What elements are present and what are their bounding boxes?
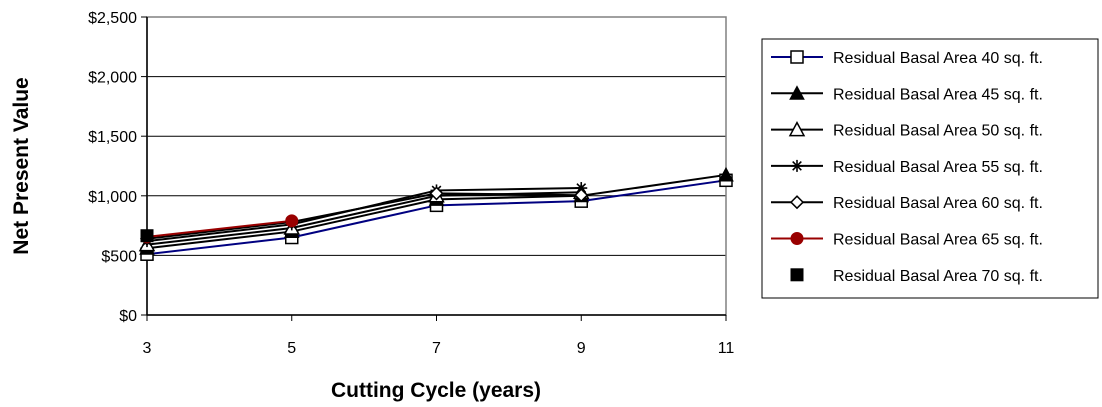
y-axis-title: Net Present Value [10,77,33,254]
plot-area-frame [146,16,727,316]
legend-marker [791,159,803,172]
legend-box [761,38,1099,299]
legend-item: Residual Basal Area 45 sq. ft. [771,85,1043,103]
legend-label: Residual Basal Area 50 sq. ft. [833,123,1043,140]
legend-item: Residual Basal Area 50 sq. ft. [771,121,1043,140]
grid-lines [147,76,726,256]
series-line-5 [146,192,582,240]
y-tick-label: $2,000 [88,70,137,87]
x-tick-label: 9 [577,340,586,357]
x-tick-label: 3 [143,340,152,357]
legend-marker [788,121,806,137]
x-axis-title: Cutting Cycle (years) [331,379,541,402]
x-tick-label: 5 [287,340,296,357]
legend-label: Residual Basal Area 60 sq. ft. [833,195,1043,212]
legend-label: Residual Basal Area 40 sq. ft. [833,50,1043,67]
legend: Residual Basal Area 40 sq. ft. Residual B… [761,38,1099,299]
legend-item: Residual Basal Area 40 sq. ft. [771,50,1043,67]
x-tick-label: 7 [432,340,441,357]
legend-marker [790,268,804,282]
legend-label: Residual Basal Area 45 sq. ft. [833,86,1043,103]
y-tick-label: $500 [101,248,137,265]
legend-item: Residual Basal Area 65 sq. ft. [771,232,1043,249]
legend-items: Residual Basal Area 40 sq. ft. Residual B… [771,50,1043,285]
legend-label: Residual Basal Area 65 sq. ft. [833,232,1043,249]
series-line-3 [146,191,582,246]
y-tick-label: $1,500 [88,129,137,146]
legend-marker [789,85,805,100]
y-tick-label: $0 [119,308,137,325]
legend-label: Residual Basal Area 55 sq. ft. [833,159,1043,176]
legend-item: Residual Basal Area 55 sq. ft. [771,159,1043,176]
x-tick-label: 11 [718,340,735,357]
data-point-series-5 [574,188,589,203]
data-point-series-6 [285,214,299,228]
legend-marker [790,232,804,245]
y-tick-label: $2,500 [88,10,137,27]
legend-item: Residual Basal Area 70 sq. ft. [790,268,1043,285]
series-line-6 [146,219,292,238]
y-tick-label: $1,000 [88,189,137,206]
legend-marker [790,50,804,64]
legend-marker [789,195,805,210]
axes: $0 $500 $1,000 $1,500 $2,000 $2,500 3 5 7 9 11 [88,10,734,357]
legend-item: Residual Basal Area 60 sq. ft. [771,195,1043,212]
legend-label: Residual Basal Area 70 sq. ft. [833,268,1043,285]
markers-group [138,166,734,261]
data-point-series-5 [429,186,444,201]
data-point-series-2 [718,166,734,182]
data-point-series-7 [140,229,154,243]
